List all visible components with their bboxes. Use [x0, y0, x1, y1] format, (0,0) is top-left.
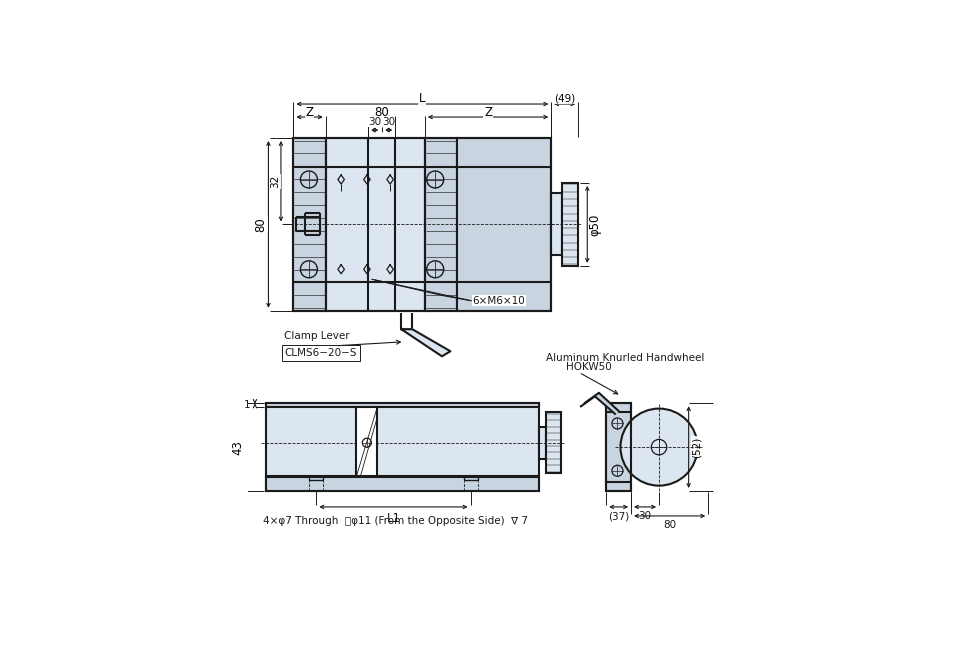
Text: 4×φ7 Through  ⎺φ11 (From the Opposite Side)  ∇ 7: 4×φ7 Through ⎺φ11 (From the Opposite Sid…: [264, 516, 528, 526]
Bar: [294, 138, 326, 311]
Bar: [425, 138, 457, 311]
Text: 30: 30: [638, 512, 652, 521]
Text: (52): (52): [692, 437, 702, 458]
Bar: [326, 138, 425, 311]
Text: 1: 1: [244, 400, 251, 410]
Polygon shape: [402, 330, 450, 356]
Bar: [606, 403, 631, 491]
Bar: [356, 407, 378, 476]
Bar: [457, 138, 552, 311]
Text: L: L: [419, 92, 425, 105]
Bar: [294, 138, 552, 311]
Bar: [546, 412, 561, 473]
Bar: [606, 403, 631, 491]
Text: Aluminum Knurled Handwheel: Aluminum Knurled Handwheel: [546, 354, 704, 363]
Text: Z: Z: [484, 106, 492, 119]
Text: 32: 32: [270, 175, 280, 188]
Text: Z: Z: [306, 106, 313, 119]
Text: 43: 43: [231, 439, 244, 454]
Text: (49): (49): [554, 94, 575, 103]
Bar: [266, 403, 539, 407]
Bar: [552, 193, 562, 255]
Bar: [539, 427, 546, 458]
Bar: [266, 476, 539, 491]
Text: 80: 80: [663, 521, 676, 530]
Circle shape: [621, 409, 698, 486]
Text: 6×M6×10: 6×M6×10: [473, 296, 525, 306]
Text: 80: 80: [254, 217, 268, 232]
Text: HOKW50: HOKW50: [566, 362, 612, 372]
Bar: [266, 403, 539, 491]
Text: 30: 30: [382, 116, 395, 127]
Bar: [562, 183, 578, 266]
Text: Clamp Lever: Clamp Lever: [284, 331, 350, 341]
Text: φ50: φ50: [589, 213, 601, 235]
Text: (37): (37): [608, 512, 630, 521]
Text: CLMS6−20−S: CLMS6−20−S: [284, 348, 357, 358]
Text: 80: 80: [375, 106, 389, 119]
Text: L1: L1: [386, 512, 401, 525]
Text: 30: 30: [369, 116, 381, 127]
Polygon shape: [595, 393, 619, 414]
